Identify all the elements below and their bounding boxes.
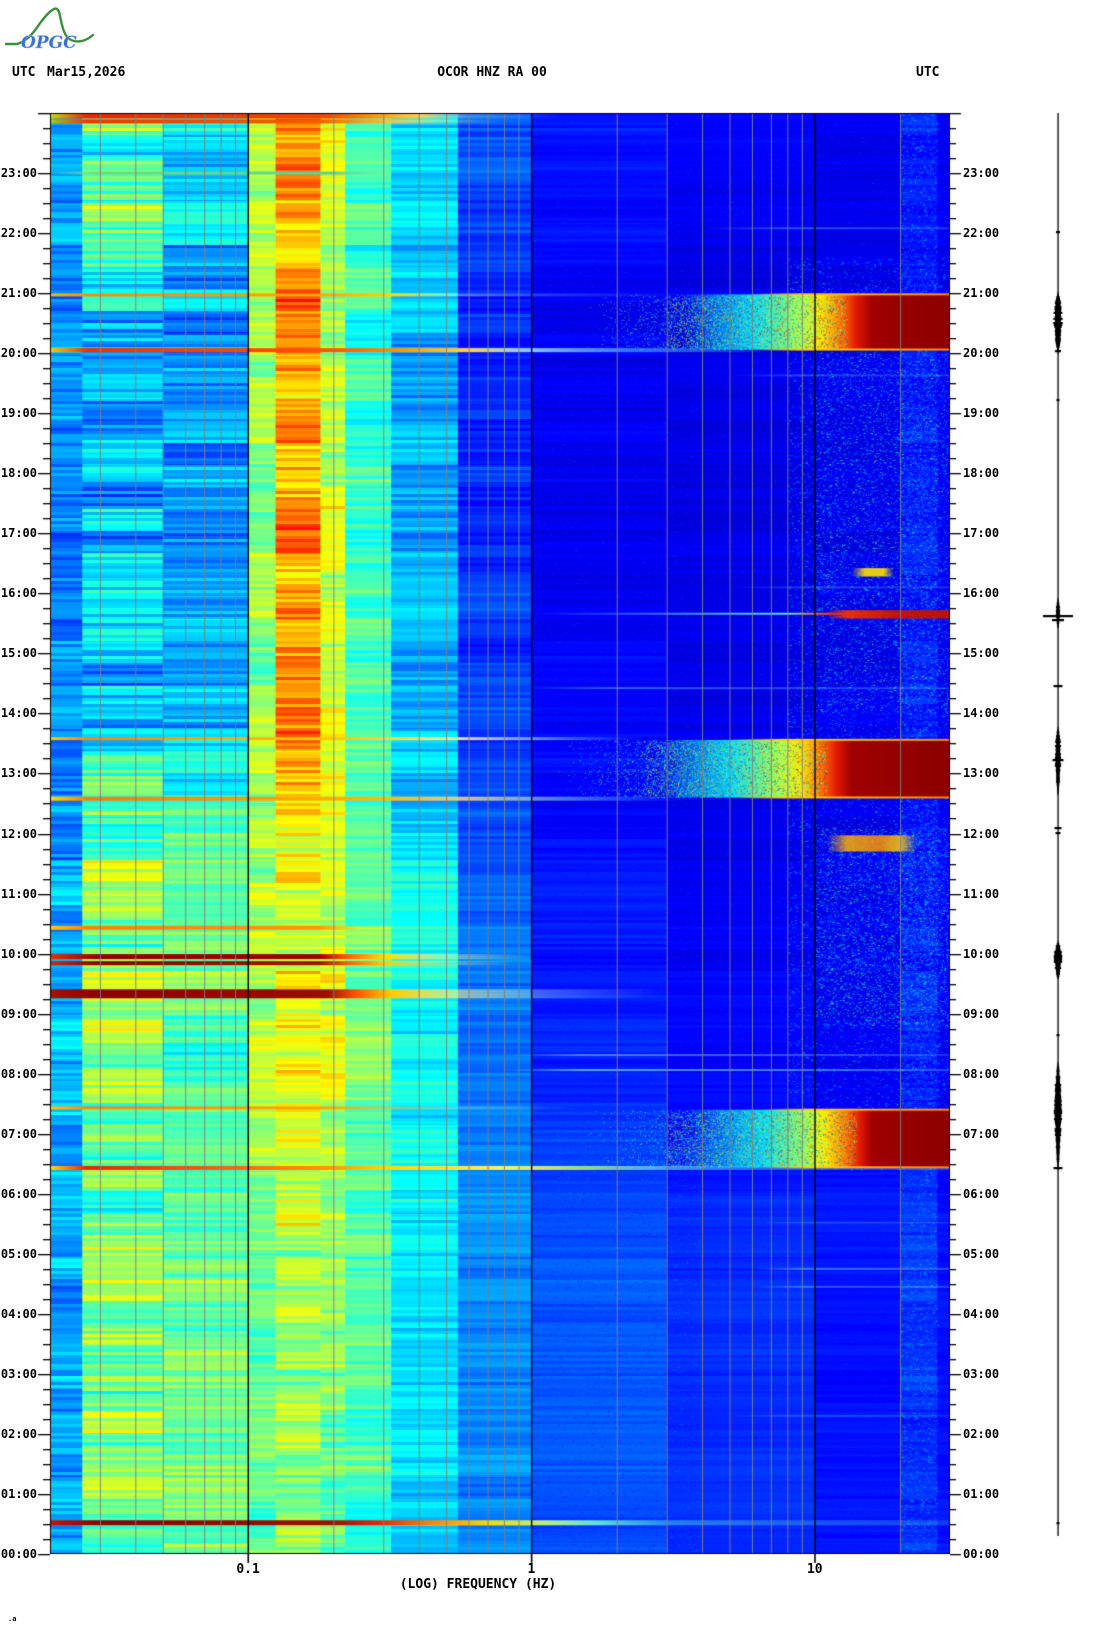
y-tick-label-left-02:00: 02:00 [0,1427,37,1441]
y-tick-label-right-21:00: 21:00 [963,286,1000,300]
y-tick-label-left-01:00: 01:00 [0,1487,37,1501]
y-tick-label-right-06:00: 06:00 [963,1187,1000,1201]
y-tick-label-right-09:00: 09:00 [963,1007,1000,1021]
y-tick-label-right-00:00: 00:00 [963,1547,1000,1561]
y-tick-label-right-11:00: 11:00 [963,887,1000,901]
x-tick-label-1: 1 [527,1562,536,1577]
x-tick-label-10: 10 [806,1562,823,1577]
y-tick-label-right-20:00: 20:00 [963,346,1000,360]
y-tick-label-left-21:00: 21:00 [0,286,37,300]
y-tick-label-left-16:00: 16:00 [0,586,37,600]
y-tick-label-right-19:00: 19:00 [963,406,1000,420]
y-tick-label-right-12:00: 12:00 [963,827,1000,841]
y-tick-label-left-17:00: 17:00 [0,526,37,540]
y-tick-label-right-10:00: 10:00 [963,947,1000,961]
y-tick-label-right-07:00: 07:00 [963,1127,1000,1141]
y-tick-label-left-15:00: 15:00 [0,646,37,660]
y-tick-label-left-11:00: 11:00 [0,887,37,901]
y-tick-label-right-04:00: 04:00 [963,1307,1000,1321]
y-tick-label-left-07:00: 07:00 [0,1127,37,1141]
x-tick-label-0.1: 0.1 [236,1562,260,1577]
y-tick-label-right-02:00: 02:00 [963,1427,1000,1441]
y-tick-label-left-13:00: 13:00 [0,766,37,780]
y-tick-label-left-14:00: 14:00 [0,706,37,720]
y-tick-label-right-13:00: 13:00 [963,766,1000,780]
y-tick-label-right-22:00: 22:00 [963,226,1000,240]
y-tick-label-left-19:00: 19:00 [0,406,37,420]
y-tick-label-left-20:00: 20:00 [0,346,37,360]
y-tick-label-left-06:00: 06:00 [0,1187,37,1201]
y-tick-label-left-23:00: 23:00 [0,166,37,180]
corner-footnote-mark: .a [8,1615,17,1623]
y-tick-label-right-14:00: 14:00 [963,706,1000,720]
y-tick-label-left-12:00: 12:00 [0,827,37,841]
x-axis-title: (LOG) FREQUENCY (HZ) [399,1577,557,1592]
y-tick-label-right-01:00: 01:00 [963,1487,1000,1501]
y-tick-label-right-18:00: 18:00 [963,466,1000,480]
y-tick-label-right-03:00: 03:00 [963,1367,1000,1381]
y-tick-label-left-00:00: 00:00 [0,1547,37,1561]
y-tick-label-right-15:00: 15:00 [963,646,1000,660]
y-tick-label-left-18:00: 18:00 [0,466,37,480]
y-tick-label-right-17:00: 17:00 [963,526,1000,540]
y-tick-label-left-08:00: 08:00 [0,1067,37,1081]
y-tick-label-right-23:00: 23:00 [963,166,1000,180]
y-tick-label-left-03:00: 03:00 [0,1367,37,1381]
y-tick-label-right-16:00: 16:00 [963,586,1000,600]
y-tick-label-left-04:00: 04:00 [0,1307,37,1321]
y-tick-label-right-05:00: 05:00 [963,1247,1000,1261]
y-tick-label-left-09:00: 09:00 [0,1007,37,1021]
y-tick-label-left-22:00: 22:00 [0,226,37,240]
y-tick-label-left-05:00: 05:00 [0,1247,37,1261]
y-tick-label-right-08:00: 08:00 [963,1067,1000,1081]
y-tick-label-left-10:00: 10:00 [0,947,37,961]
